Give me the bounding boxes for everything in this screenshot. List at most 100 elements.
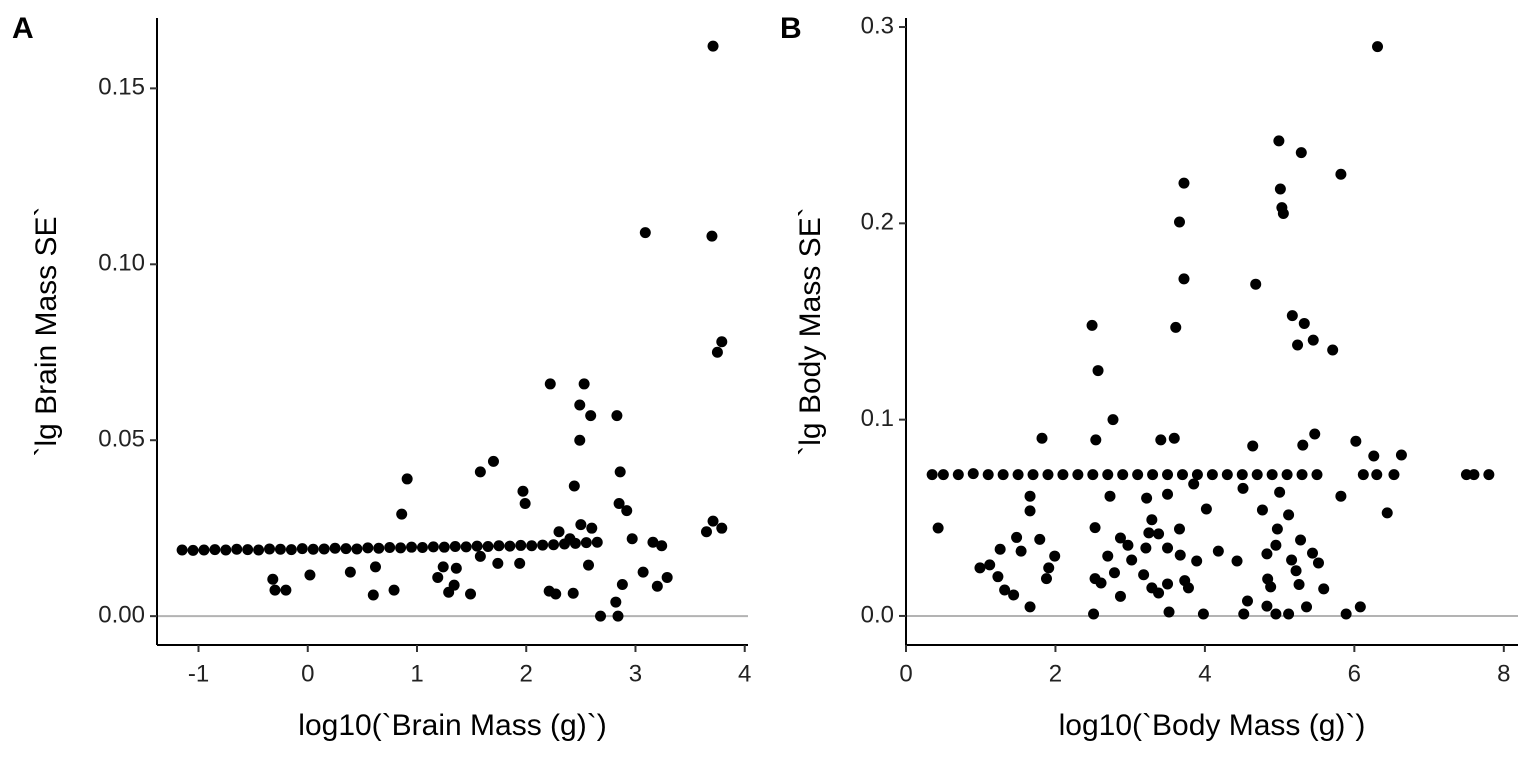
- point: [1395, 449, 1407, 461]
- point: [1296, 469, 1308, 481]
- point: [1174, 549, 1186, 561]
- point: [626, 533, 638, 545]
- point: [296, 543, 308, 555]
- point: [1117, 469, 1129, 481]
- point: [1350, 435, 1362, 447]
- point: [1168, 432, 1180, 444]
- point: [493, 540, 505, 552]
- y-tick-label: 0.3: [861, 12, 894, 39]
- point: [264, 543, 276, 555]
- point: [1126, 554, 1138, 566]
- point: [449, 540, 461, 552]
- point: [231, 543, 243, 555]
- point: [187, 544, 199, 556]
- point: [994, 543, 1006, 555]
- point: [443, 586, 455, 598]
- point: [318, 543, 330, 555]
- point: [1024, 505, 1036, 517]
- point: [1043, 562, 1055, 574]
- point: [553, 526, 565, 538]
- point: [487, 455, 499, 467]
- point: [716, 522, 728, 534]
- x-tick-label: 2: [520, 660, 533, 687]
- point: [1212, 545, 1224, 557]
- point: [504, 540, 516, 552]
- point: [1301, 601, 1313, 613]
- point: [661, 571, 673, 583]
- point: [574, 434, 586, 446]
- point: [176, 544, 188, 556]
- point: [1237, 482, 1249, 494]
- point: [1309, 428, 1321, 440]
- point: [564, 533, 576, 545]
- point: [344, 566, 356, 578]
- point: [586, 522, 598, 534]
- point: [1250, 278, 1262, 290]
- point: [304, 569, 316, 581]
- point: [611, 410, 623, 422]
- point: [1270, 539, 1282, 551]
- point: [656, 540, 668, 552]
- point: [1191, 469, 1203, 481]
- point: [1034, 533, 1046, 545]
- point: [706, 230, 718, 242]
- point: [471, 540, 483, 552]
- point: [1162, 542, 1174, 554]
- point: [952, 469, 964, 481]
- x-tick-label: 3: [629, 660, 642, 687]
- point: [1297, 439, 1309, 451]
- point: [585, 410, 597, 422]
- point: [1371, 469, 1383, 481]
- point: [1027, 469, 1039, 481]
- point: [537, 539, 549, 551]
- point: [1221, 469, 1233, 481]
- point: [1311, 469, 1323, 481]
- point: [1286, 310, 1298, 322]
- point: [519, 498, 531, 510]
- point: [1265, 581, 1277, 593]
- point: [616, 578, 628, 590]
- point: [1340, 608, 1352, 620]
- point: [639, 227, 651, 239]
- point: [544, 378, 556, 390]
- point: [1368, 450, 1380, 462]
- point: [369, 561, 381, 573]
- point: [1238, 608, 1250, 620]
- point: [351, 543, 363, 555]
- x-tick-label: 8: [1497, 660, 1510, 687]
- point: [269, 584, 281, 596]
- point: [595, 610, 607, 622]
- point: [1483, 469, 1495, 481]
- point: [1274, 183, 1286, 195]
- point: [974, 562, 986, 574]
- point: [1251, 469, 1263, 481]
- point: [1178, 177, 1190, 189]
- point: [1335, 168, 1347, 180]
- point: [432, 571, 444, 583]
- panel-label: B: [780, 12, 802, 45]
- point: [1307, 547, 1319, 559]
- point: [1372, 41, 1384, 53]
- x-tick-label: -1: [188, 660, 209, 687]
- x-axis-title: log10(`Body Mass (g)`): [1059, 709, 1366, 742]
- point: [614, 466, 626, 478]
- point: [1102, 550, 1114, 562]
- point: [591, 536, 603, 548]
- point: [492, 557, 504, 569]
- point: [285, 544, 297, 556]
- point: [1162, 488, 1174, 500]
- point: [1468, 469, 1480, 481]
- point: [1182, 582, 1194, 594]
- point: [1057, 469, 1069, 481]
- point: [267, 573, 279, 585]
- point: [621, 505, 633, 517]
- point: [1143, 527, 1155, 539]
- point: [1290, 565, 1302, 577]
- x-tick-label: 0: [301, 660, 314, 687]
- point: [932, 522, 944, 534]
- point: [209, 544, 221, 556]
- point: [1173, 523, 1185, 535]
- point: [1089, 522, 1101, 534]
- y-tick-label: 0.2: [861, 209, 894, 236]
- point: [575, 519, 587, 531]
